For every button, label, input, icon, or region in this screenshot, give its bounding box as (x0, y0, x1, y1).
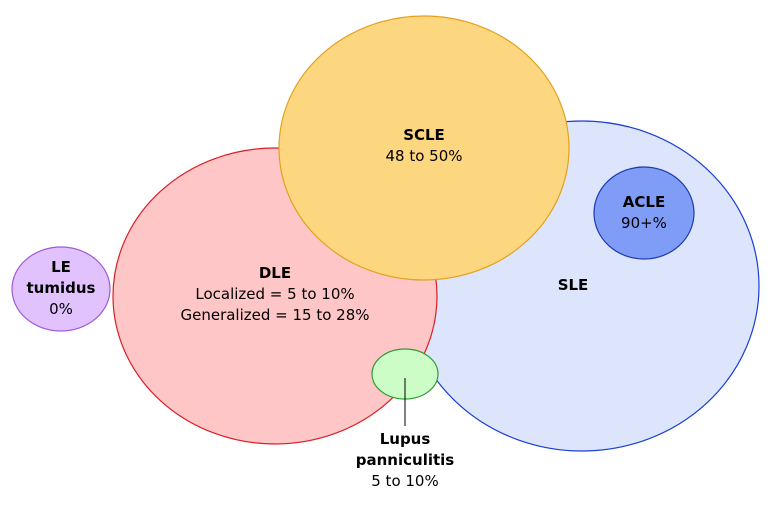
scle-value: 48 to 50% (385, 147, 463, 165)
scle-title: SCLE (403, 126, 445, 144)
scle-label: SCLE 48 to 50% (324, 125, 524, 167)
sle-title: SLE (557, 276, 589, 294)
lupus-panniculitis-label: Lupus panniculitis 5 to 10% (325, 429, 485, 492)
dle-generalized-value: Generalized = 15 to 28% (180, 306, 370, 324)
acle-value: 90+% (621, 214, 667, 232)
le-tumidus-label: LE tumidus 0% (11, 257, 111, 320)
lupus-panniculitis-title-line2: panniculitis (355, 451, 455, 469)
dle-label: DLE Localized = 5 to 10% Generalized = 1… (145, 263, 405, 326)
dle-title: DLE (258, 264, 292, 282)
le-tumidus-value: 0% (49, 300, 73, 318)
lupus-panniculitis-value: 5 to 10% (371, 472, 439, 490)
scle-ellipse (278, 15, 570, 281)
le-tumidus-ellipse (11, 246, 111, 332)
acle-ellipse (593, 166, 695, 260)
le-tumidus-title-line2: tumidus (26, 279, 96, 297)
sle-label: SLE (523, 275, 623, 296)
lupus-panniculitis-title-line1: Lupus (379, 430, 431, 448)
le-tumidus-title-line1: LE (51, 258, 71, 276)
acle-label: ACLE 90+% (584, 192, 704, 234)
dle-localized-value: Localized = 5 to 10% (195, 285, 355, 303)
acle-title: ACLE (622, 193, 666, 211)
